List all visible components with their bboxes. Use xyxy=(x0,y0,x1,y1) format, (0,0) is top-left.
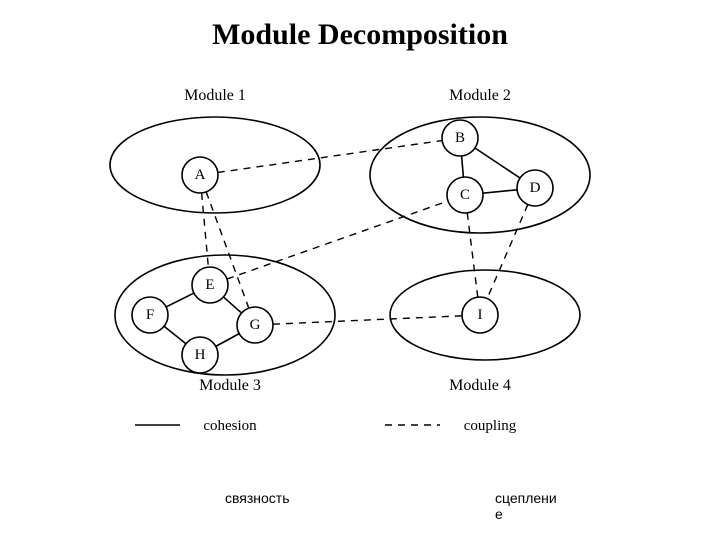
edge-dashed-D-I xyxy=(487,205,528,299)
node-label-G: G xyxy=(250,317,261,333)
node-label-H: H xyxy=(195,347,206,363)
footer-cohesion-translit: связность xyxy=(225,490,290,506)
node-label-D: D xyxy=(530,180,541,196)
page-root: Module Decomposition A B C D E F G H I Module 1 M… xyxy=(0,0,720,540)
module-label-m4: Module 4 xyxy=(449,377,511,394)
module-label-m2: Module 2 xyxy=(449,87,511,104)
edge-solid-E-F xyxy=(166,293,194,307)
edge-solid-E-G xyxy=(223,297,241,313)
edge-solid-F-H xyxy=(164,326,186,344)
node-label-E: E xyxy=(205,277,214,293)
edge-dashed-E-C xyxy=(227,201,448,279)
edge-dashed-G-I xyxy=(273,316,462,324)
node-label-B: B xyxy=(455,130,465,146)
modules-layer xyxy=(110,117,590,375)
node-label-C: C xyxy=(460,187,470,203)
footer-coupling-translit-line2: е xyxy=(495,506,503,522)
edge-solid-G-H xyxy=(216,334,239,347)
node-label-F: F xyxy=(146,307,154,323)
diagram-canvas: A B C D E F G H I Module 1 Module 2 Module 3 Module… xyxy=(80,80,640,460)
legend-layer: cohesion coupling xyxy=(135,418,517,434)
edge-solid-B-C xyxy=(462,156,464,177)
legend-label-cohesion: cohesion xyxy=(203,418,257,434)
module-label-m1: Module 1 xyxy=(184,87,246,104)
footer-coupling-translit-line1: сцеплени xyxy=(495,490,557,506)
legend-label-coupling: coupling xyxy=(464,418,517,434)
node-label-A: A xyxy=(195,167,206,183)
node-label-I: I xyxy=(478,307,483,323)
edge-solid-C-D xyxy=(483,190,517,193)
edge-solid-B-D xyxy=(475,148,520,178)
module-label-m3: Module 3 xyxy=(199,377,261,394)
edge-dashed-C-I xyxy=(467,213,478,297)
edge-dashed-A-B xyxy=(218,141,442,173)
page-title: Module Decomposition xyxy=(0,18,720,52)
module-ellipse-mod2 xyxy=(370,117,590,233)
